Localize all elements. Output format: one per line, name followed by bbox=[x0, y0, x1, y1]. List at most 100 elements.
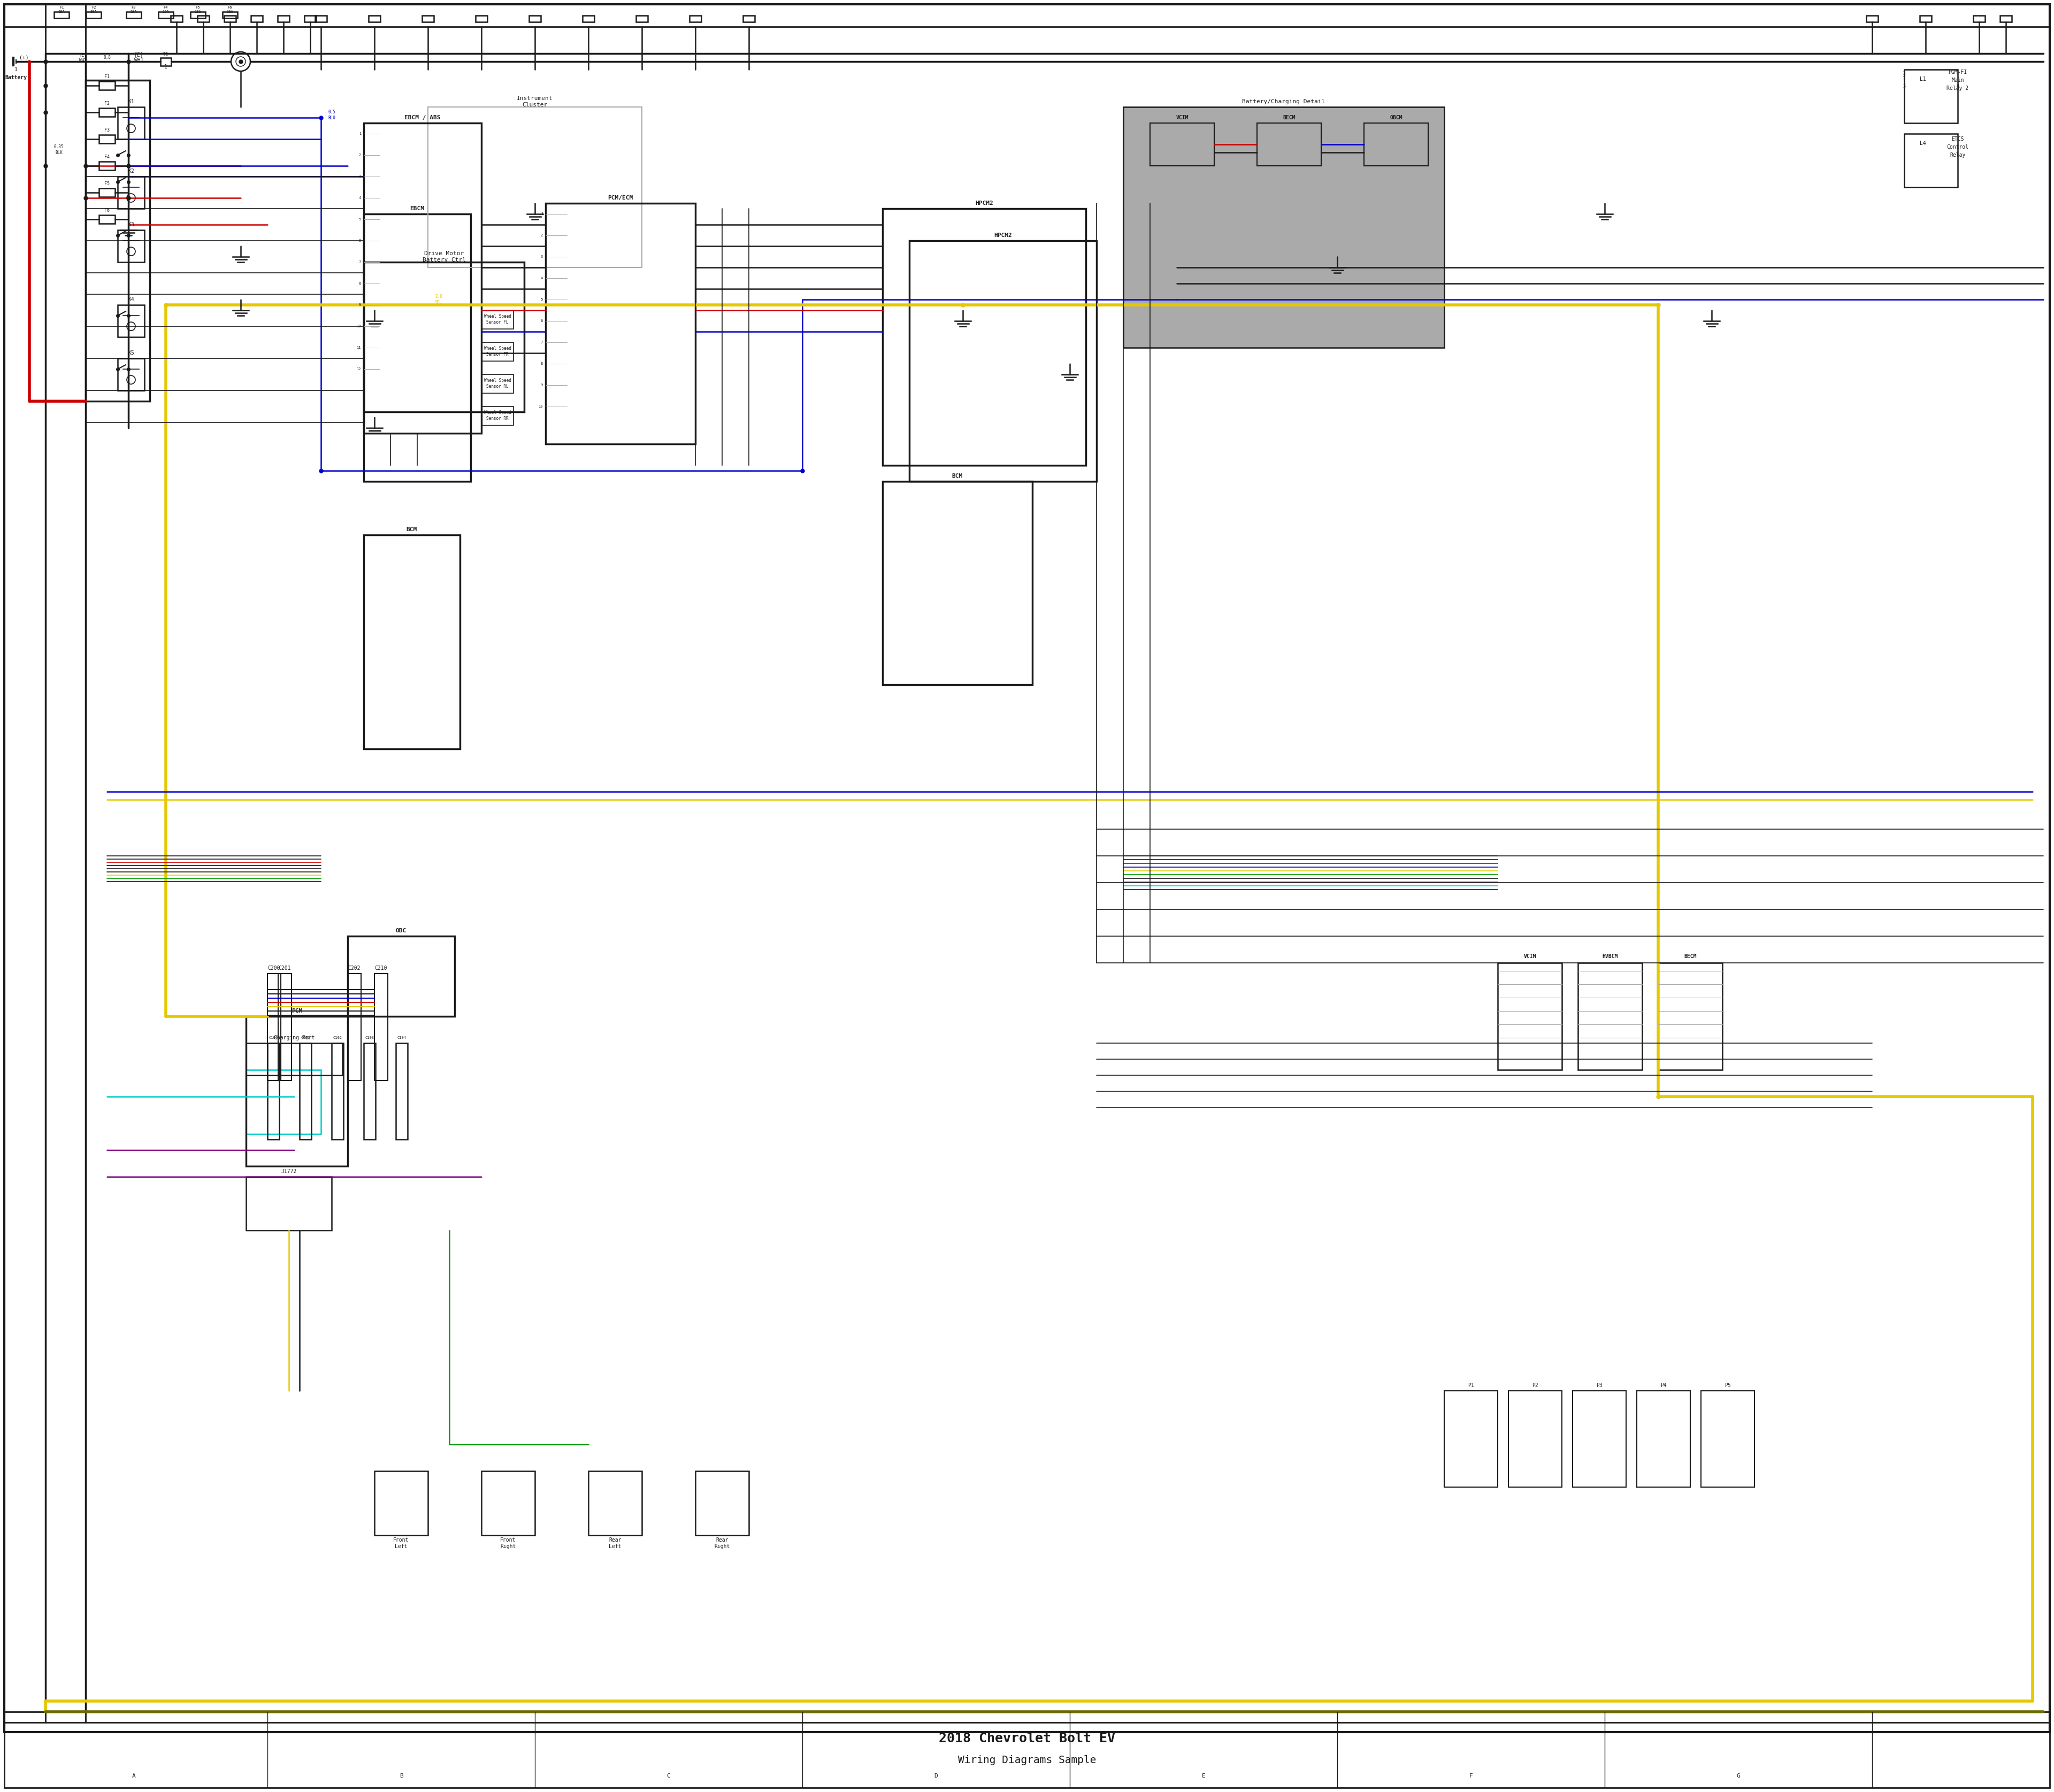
Bar bbox=[1904, 134, 1957, 186]
Text: HPCM2: HPCM2 bbox=[994, 233, 1013, 238]
Bar bbox=[251, 16, 263, 22]
Text: 1: 1 bbox=[359, 133, 362, 136]
Text: Battery: Battery bbox=[4, 75, 27, 81]
Text: C: C bbox=[668, 1774, 670, 1779]
Bar bbox=[364, 124, 481, 434]
Bar bbox=[374, 973, 388, 1081]
Text: L1: L1 bbox=[1920, 77, 1927, 82]
Text: 1: 1 bbox=[164, 65, 166, 70]
Text: VCIM: VCIM bbox=[1175, 115, 1189, 120]
Text: Relay 2: Relay 2 bbox=[1947, 86, 1968, 91]
Bar bbox=[1497, 962, 1561, 1070]
Bar bbox=[696, 1471, 750, 1536]
Text: F6
10A: F6 10A bbox=[226, 5, 234, 13]
Text: P3: P3 bbox=[1596, 1383, 1602, 1389]
Bar bbox=[197, 16, 210, 22]
Text: BECM: BECM bbox=[1684, 953, 1697, 959]
Text: (+): (+) bbox=[18, 56, 29, 61]
Text: [E]: [E] bbox=[134, 52, 144, 57]
Bar bbox=[347, 935, 454, 1016]
Text: 3: 3 bbox=[359, 176, 362, 177]
Bar bbox=[883, 208, 1087, 466]
Text: Front
Right: Front Right bbox=[501, 1538, 516, 1548]
Text: J1772: J1772 bbox=[281, 1168, 296, 1174]
Bar bbox=[170, 16, 183, 22]
Text: 5: 5 bbox=[359, 217, 362, 220]
Bar bbox=[99, 188, 115, 197]
Text: F4: F4 bbox=[105, 154, 109, 159]
Bar bbox=[637, 16, 647, 22]
Bar bbox=[481, 375, 514, 392]
Bar bbox=[86, 81, 150, 401]
Text: 9: 9 bbox=[540, 383, 542, 387]
Text: C100: C100 bbox=[269, 1036, 277, 1039]
Text: 2: 2 bbox=[1902, 72, 1906, 77]
Text: 7: 7 bbox=[359, 260, 362, 263]
Text: K1: K1 bbox=[127, 99, 134, 104]
Bar bbox=[300, 1043, 312, 1140]
Bar bbox=[2001, 16, 2011, 22]
Text: C103: C103 bbox=[366, 1036, 374, 1039]
Bar bbox=[883, 482, 1033, 685]
Text: Rear
Left: Rear Left bbox=[608, 1538, 622, 1548]
Bar bbox=[546, 202, 696, 444]
Text: K2: K2 bbox=[127, 168, 134, 174]
Bar bbox=[583, 16, 594, 22]
Text: 7: 7 bbox=[540, 340, 542, 344]
Bar bbox=[86, 13, 101, 18]
Bar bbox=[587, 1471, 641, 1536]
Text: C102: C102 bbox=[333, 1036, 343, 1039]
Bar bbox=[364, 1043, 376, 1140]
Bar bbox=[1867, 16, 1877, 22]
Text: K4: K4 bbox=[127, 297, 134, 303]
Bar bbox=[368, 16, 380, 22]
Text: B: B bbox=[398, 1774, 403, 1779]
Bar bbox=[1124, 108, 1444, 348]
Bar bbox=[222, 13, 238, 18]
Bar bbox=[1701, 1391, 1754, 1487]
Text: OBC: OBC bbox=[396, 928, 407, 934]
Text: WHT: WHT bbox=[134, 57, 144, 63]
Bar bbox=[1920, 16, 1931, 22]
Bar bbox=[1573, 1391, 1627, 1487]
Bar bbox=[1577, 962, 1641, 1070]
Bar bbox=[117, 108, 144, 140]
Text: 2: 2 bbox=[359, 154, 362, 156]
Text: F5
10A: F5 10A bbox=[195, 5, 201, 13]
Text: EBCM: EBCM bbox=[411, 206, 425, 211]
Bar bbox=[246, 1043, 343, 1075]
Text: P2: P2 bbox=[1532, 1383, 1538, 1389]
Text: HVBCM: HVBCM bbox=[1602, 953, 1619, 959]
Bar bbox=[99, 108, 115, 116]
Text: 4: 4 bbox=[1955, 84, 1960, 90]
Text: Instrument
Cluster: Instrument Cluster bbox=[518, 95, 553, 108]
Bar bbox=[117, 177, 144, 208]
Text: K5: K5 bbox=[127, 351, 134, 357]
Bar bbox=[277, 973, 292, 1081]
Text: C210: C210 bbox=[374, 966, 386, 971]
Text: ETCS: ETCS bbox=[1951, 136, 1964, 142]
Text: F6: F6 bbox=[105, 208, 109, 213]
Text: F1: F1 bbox=[105, 75, 109, 79]
Text: 6: 6 bbox=[359, 238, 362, 242]
Bar bbox=[4, 1711, 2050, 1788]
Bar bbox=[314, 16, 327, 22]
Text: BECM: BECM bbox=[1284, 115, 1296, 120]
Text: OBCM: OBCM bbox=[1391, 115, 1403, 120]
Text: Wheel Speed
Sensor FR: Wheel Speed Sensor FR bbox=[485, 346, 511, 357]
Text: C101: C101 bbox=[300, 1036, 310, 1039]
Text: F4
15A: F4 15A bbox=[162, 5, 168, 13]
Bar bbox=[481, 342, 514, 360]
Text: 8: 8 bbox=[359, 281, 362, 285]
Text: VCIM: VCIM bbox=[1524, 953, 1536, 959]
Bar bbox=[53, 13, 70, 18]
Text: EBCM / ABS: EBCM / ABS bbox=[405, 115, 442, 120]
Bar bbox=[160, 57, 170, 66]
Text: 0.8: 0.8 bbox=[103, 56, 111, 61]
Text: F: F bbox=[1469, 1774, 1473, 1779]
Text: F1
60A: F1 60A bbox=[58, 5, 66, 13]
Bar bbox=[117, 229, 144, 262]
Bar bbox=[1257, 124, 1321, 167]
Bar bbox=[1904, 70, 1957, 124]
Bar bbox=[1150, 124, 1214, 167]
